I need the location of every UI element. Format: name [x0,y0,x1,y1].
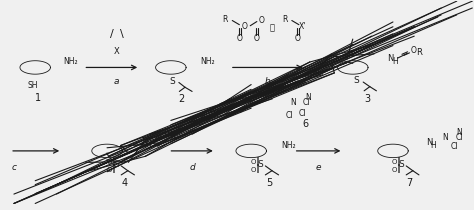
Text: R: R [169,132,175,141]
Text: a: a [114,76,119,85]
Text: X: X [114,47,119,56]
Text: O: O [237,34,242,43]
Text: S: S [354,76,359,85]
Text: 4: 4 [122,178,128,188]
Text: ‖: ‖ [397,164,401,172]
Text: ‖: ‖ [256,157,260,166]
Text: O: O [107,159,112,165]
Text: R: R [416,48,422,57]
Text: SH: SH [27,81,38,90]
Text: 7: 7 [406,178,413,188]
Text: N: N [387,54,394,63]
Text: NH₂: NH₂ [201,57,215,66]
Text: N: N [456,128,462,137]
Text: ‖: ‖ [397,157,401,166]
Text: H: H [431,141,437,150]
Text: NH₂: NH₂ [64,57,78,66]
Text: N: N [290,98,296,107]
Text: 3: 3 [364,94,370,104]
Text: H: H [146,140,152,149]
Text: /: / [110,29,114,39]
Text: 6: 6 [302,119,309,129]
Text: O: O [295,34,301,43]
Text: N: N [305,93,311,102]
Text: R: R [222,15,228,24]
Text: O: O [259,16,264,25]
Text: ‖: ‖ [112,157,116,166]
Text: ‖: ‖ [256,164,260,172]
Text: e: e [316,163,321,172]
Text: O: O [410,46,416,55]
Text: c: c [11,163,17,172]
Text: O: O [164,129,170,138]
Text: 或: 或 [270,23,275,32]
Text: H: H [392,57,398,66]
Text: O: O [241,22,247,31]
Text: O: O [251,159,256,165]
Text: Cl: Cl [299,109,306,118]
Text: O: O [254,34,260,43]
Text: S: S [170,76,175,85]
Text: O: O [251,167,256,173]
Text: 2: 2 [178,94,184,104]
Text: N: N [426,138,432,147]
Text: 5: 5 [266,178,272,188]
Text: Cl: Cl [285,111,293,120]
Text: O: O [391,159,397,165]
Text: X': X' [299,22,306,31]
Text: NH₂: NH₂ [282,140,296,150]
Text: 1: 1 [35,93,41,103]
Text: \: \ [120,29,124,39]
Text: R: R [282,15,287,24]
Text: Cl: Cl [451,142,458,151]
Text: S: S [258,160,264,169]
Text: S: S [399,160,404,169]
Text: ‖: ‖ [112,164,116,172]
Text: N: N [141,137,147,146]
Text: S: S [114,160,119,169]
Text: Cl: Cl [302,98,310,107]
Text: N: N [442,133,448,142]
Text: b: b [265,76,271,85]
Text: Cl: Cl [456,133,463,142]
Text: d: d [189,163,195,172]
Text: O: O [107,167,112,173]
Text: O: O [391,167,397,173]
